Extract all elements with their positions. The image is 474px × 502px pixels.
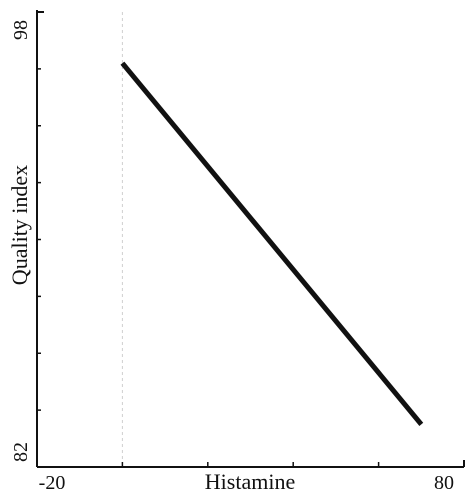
axes bbox=[36, 10, 465, 468]
plot-area bbox=[120, 61, 424, 426]
y-tick-label-min: 82 bbox=[10, 442, 32, 462]
x-axis-label: Histamine bbox=[205, 469, 295, 494]
series-line bbox=[120, 61, 424, 426]
x-tick-label-min: -20 bbox=[39, 472, 66, 494]
x-tick-label-max: 80 bbox=[434, 472, 454, 494]
y-tick-label-max: 98 bbox=[10, 20, 32, 40]
y-axis-label: Quality index bbox=[7, 165, 32, 285]
labels: -20 80 Histamine 98 82 Quality index bbox=[7, 20, 454, 494]
